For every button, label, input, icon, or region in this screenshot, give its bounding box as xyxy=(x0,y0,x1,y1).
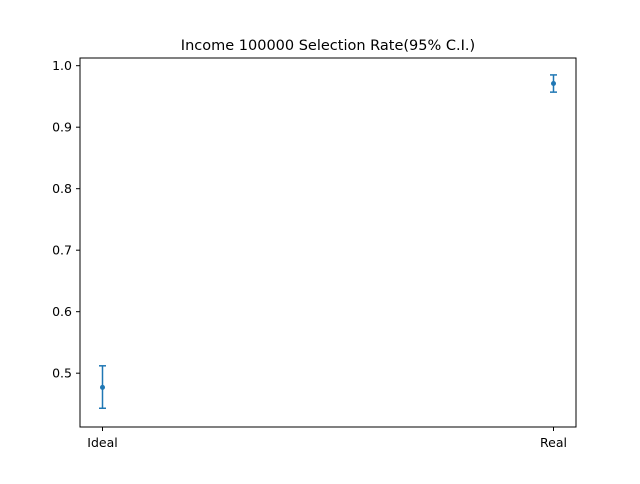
y-tick-label: 0.7 xyxy=(52,243,72,258)
axes-frame xyxy=(79,57,577,428)
y-tick-label: 0.8 xyxy=(52,181,72,196)
data-point xyxy=(551,81,556,87)
y-tick-label: 0.5 xyxy=(52,366,72,381)
data-point xyxy=(100,384,105,390)
y-tick-label: 1.0 xyxy=(52,58,72,73)
chart-title: Income 100000 Selection Rate(95% C.I.) xyxy=(181,38,475,54)
y-tick-label: 0.9 xyxy=(52,120,72,135)
x-tick-label: Real xyxy=(540,435,567,450)
plot-area: 0.5 0.6 0.7 0.8 0.9 1.0 Ideal Real xyxy=(52,57,577,450)
x-tick-label: Ideal xyxy=(87,435,117,450)
y-tick-label: 0.6 xyxy=(52,304,72,319)
